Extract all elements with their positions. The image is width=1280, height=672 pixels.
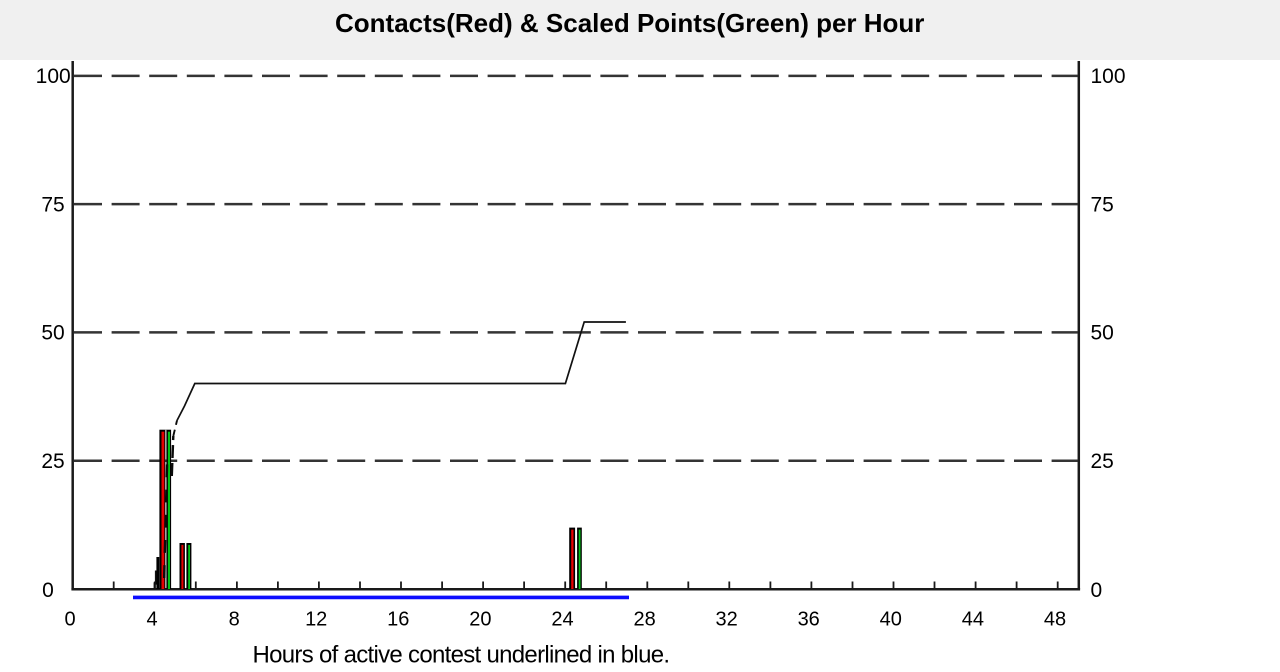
svg-text:0: 0	[42, 579, 54, 602]
svg-text:100: 100	[36, 65, 71, 88]
svg-text:4: 4	[147, 608, 158, 630]
svg-text:Hours of active contest underl: Hours of active contest underlined in bl…	[253, 642, 670, 669]
svg-text:48: 48	[1044, 608, 1066, 630]
svg-text:0: 0	[1091, 579, 1103, 602]
svg-text:12: 12	[305, 608, 327, 630]
svg-text:0: 0	[64, 608, 75, 630]
svg-text:50: 50	[41, 322, 64, 345]
svg-text:24: 24	[551, 608, 573, 630]
svg-text:16: 16	[387, 608, 409, 630]
svg-text:8: 8	[229, 608, 240, 630]
svg-text:28: 28	[633, 608, 655, 630]
svg-text:20: 20	[469, 608, 491, 630]
svg-text:44: 44	[962, 608, 984, 630]
svg-text:50: 50	[1091, 322, 1114, 345]
svg-text:100: 100	[1091, 65, 1126, 88]
svg-text:75: 75	[41, 193, 64, 216]
svg-text:25: 25	[41, 450, 64, 473]
svg-text:40: 40	[880, 608, 902, 630]
svg-text:36: 36	[798, 608, 820, 630]
svg-text:75: 75	[1091, 193, 1114, 216]
svg-text:32: 32	[715, 608, 737, 630]
svg-text:25: 25	[1091, 450, 1114, 473]
svg-text:Contacts(Red) & Scaled Points(: Contacts(Red) & Scaled Points(Green) per…	[335, 8, 924, 38]
